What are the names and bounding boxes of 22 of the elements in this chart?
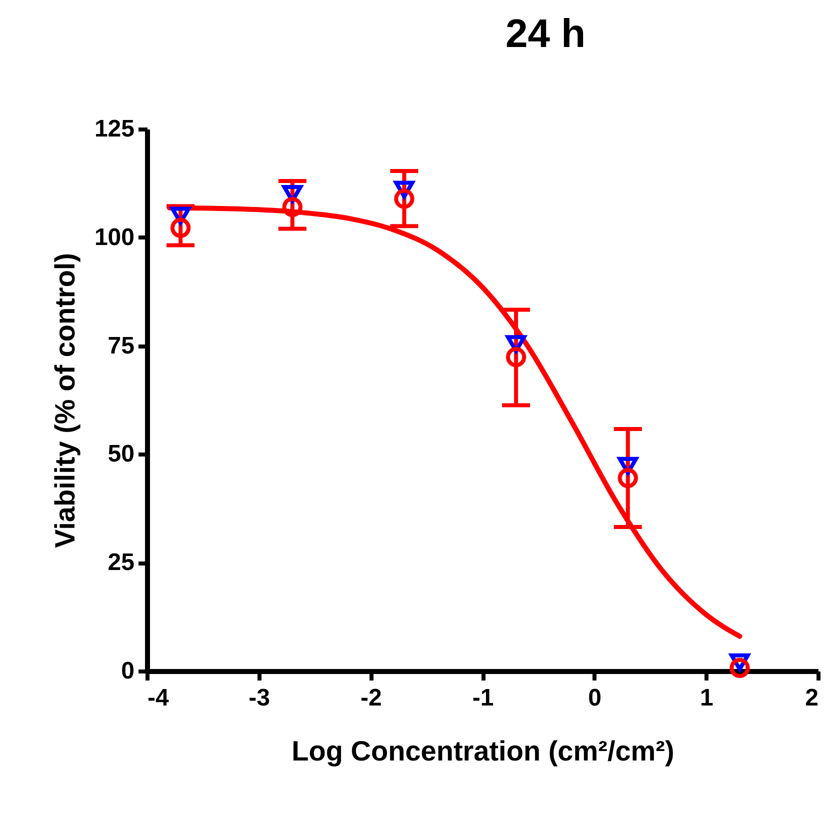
point [170,218,191,238]
y-tick-label: 125 [94,116,134,142]
chart-title: 24 h [505,12,586,56]
y-tick-label: 100 [94,224,134,251]
point [618,468,638,488]
x-tick-label: -4 [148,684,170,712]
x-tick-label: -1 [472,684,494,712]
point [394,188,414,209]
y-tick-label: 75 [108,332,134,360]
y-tick-label: 50 [108,440,134,468]
y-axis-title: Viability (% of control) [49,252,80,548]
x-tick-label: -2 [360,684,382,712]
x-axis-title: Log Concentration (cm²/cm²) [292,736,674,766]
point [730,658,750,678]
point [282,197,302,218]
x-tick-label: 0 [588,684,602,712]
x-tick-label: 2 [805,684,818,712]
y-tick-label: 25 [108,549,134,576]
x-tick-label: -3 [248,684,270,712]
y-tick-label: 0 [121,658,134,684]
point [506,347,526,368]
x-tick-label: 1 [700,684,714,712]
